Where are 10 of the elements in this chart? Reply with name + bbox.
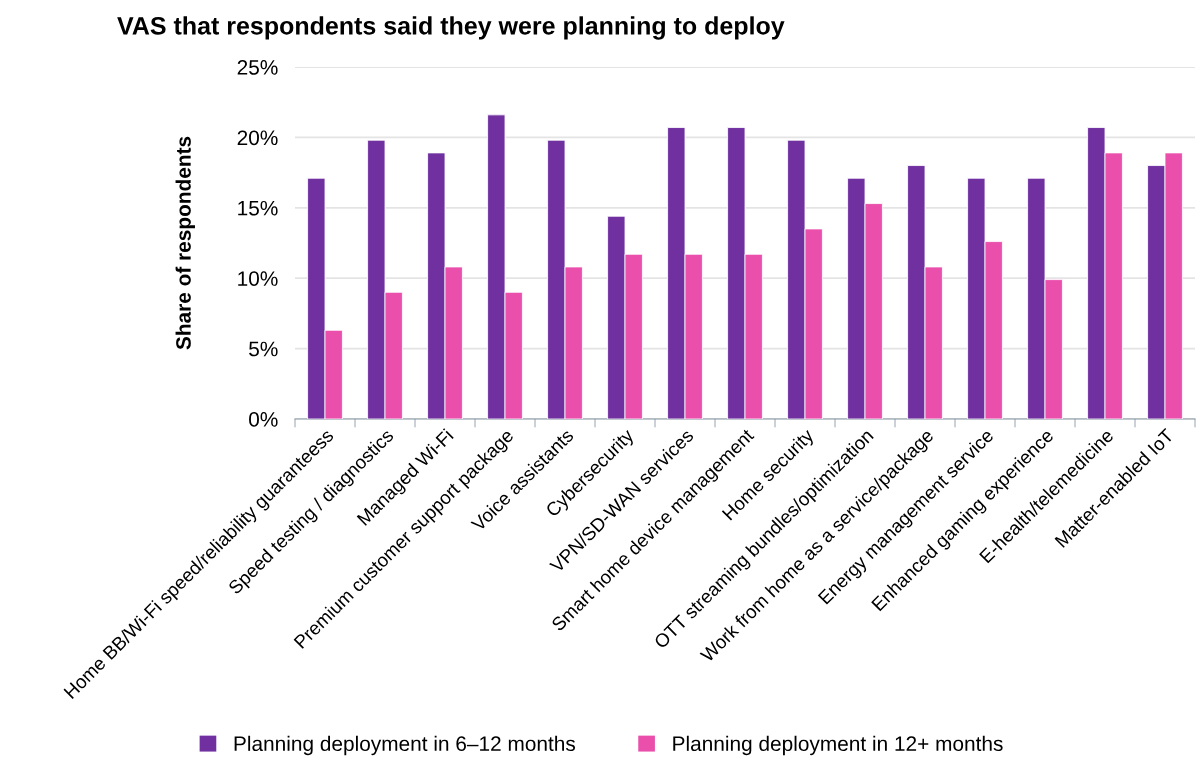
y-axis-title: Share of respondents [175, 136, 195, 350]
y-tick-label: 0% [249, 412, 278, 427]
chart-title: VAS that respondents said they were planning to deploy [117, 16, 785, 40]
y-tick-label: 15% [238, 200, 278, 216]
y-tick-label: 10% [238, 271, 278, 286]
legend-label: Planning deployment in 12+ months [673, 735, 1003, 756]
y-tick-label: 20% [237, 130, 278, 146]
y-tick-label: 5% [249, 341, 278, 357]
legend-label: Planning deployment in 6–12 months [234, 735, 576, 756]
y-tick-label: 25% [237, 60, 278, 75]
